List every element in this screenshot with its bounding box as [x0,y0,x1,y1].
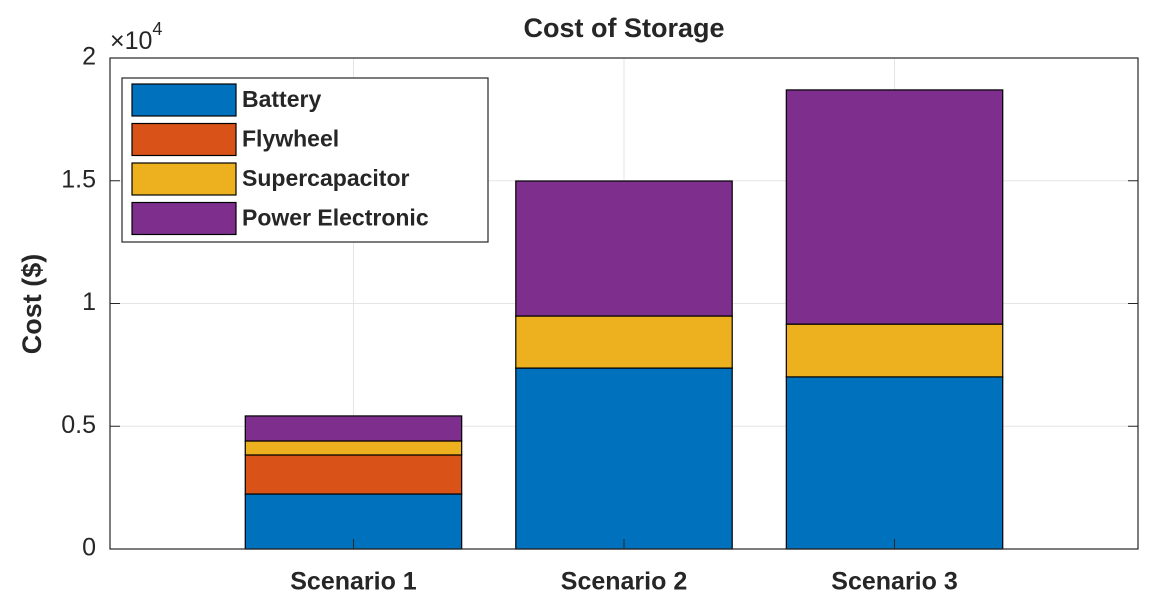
y-tick-label: 1 [82,288,96,316]
legend-swatch [131,162,237,196]
bar-segment [244,440,463,456]
bar-segment [785,376,1004,550]
plot-frame [109,57,1139,550]
x-tick-label: Scenario 3 [831,568,957,596]
bar-segment [515,315,733,369]
y-multiplier-exponent: 4 [152,19,162,39]
legend: Battery Flywheel Supercapacitor Power Elect… [121,77,489,243]
legend-label: Supercapacitor [242,165,409,191]
legend-swatch [131,201,237,236]
y-multiplier: ×104 [110,19,162,55]
x-tick-label: Scenario 1 [290,568,417,596]
y-tick-label: 1.5 [61,165,96,193]
y-tick-label: 0 [82,534,96,562]
y-axis-label: Cost ($) [17,254,47,355]
x-tick-label: Scenario 2 [561,568,687,596]
legend-swatch [131,122,237,157]
y-multiplier-base: ×10 [110,27,152,55]
legend-label: Battery [242,86,321,112]
bar-segment [515,180,733,317]
y-tick-label: 2 [82,43,96,71]
legend-label: Power Electronic [242,205,429,231]
bar-segment [515,367,733,550]
bar-segment [785,323,1004,378]
y-tick-label: 0.5 [61,411,96,439]
legend-swatch [131,83,237,117]
bar-segment [244,415,463,442]
legend-label: Flywheel [242,126,339,152]
chart-title: Cost of Storage [523,13,724,43]
bar-segment [785,89,1004,325]
bar-segment [244,454,463,495]
